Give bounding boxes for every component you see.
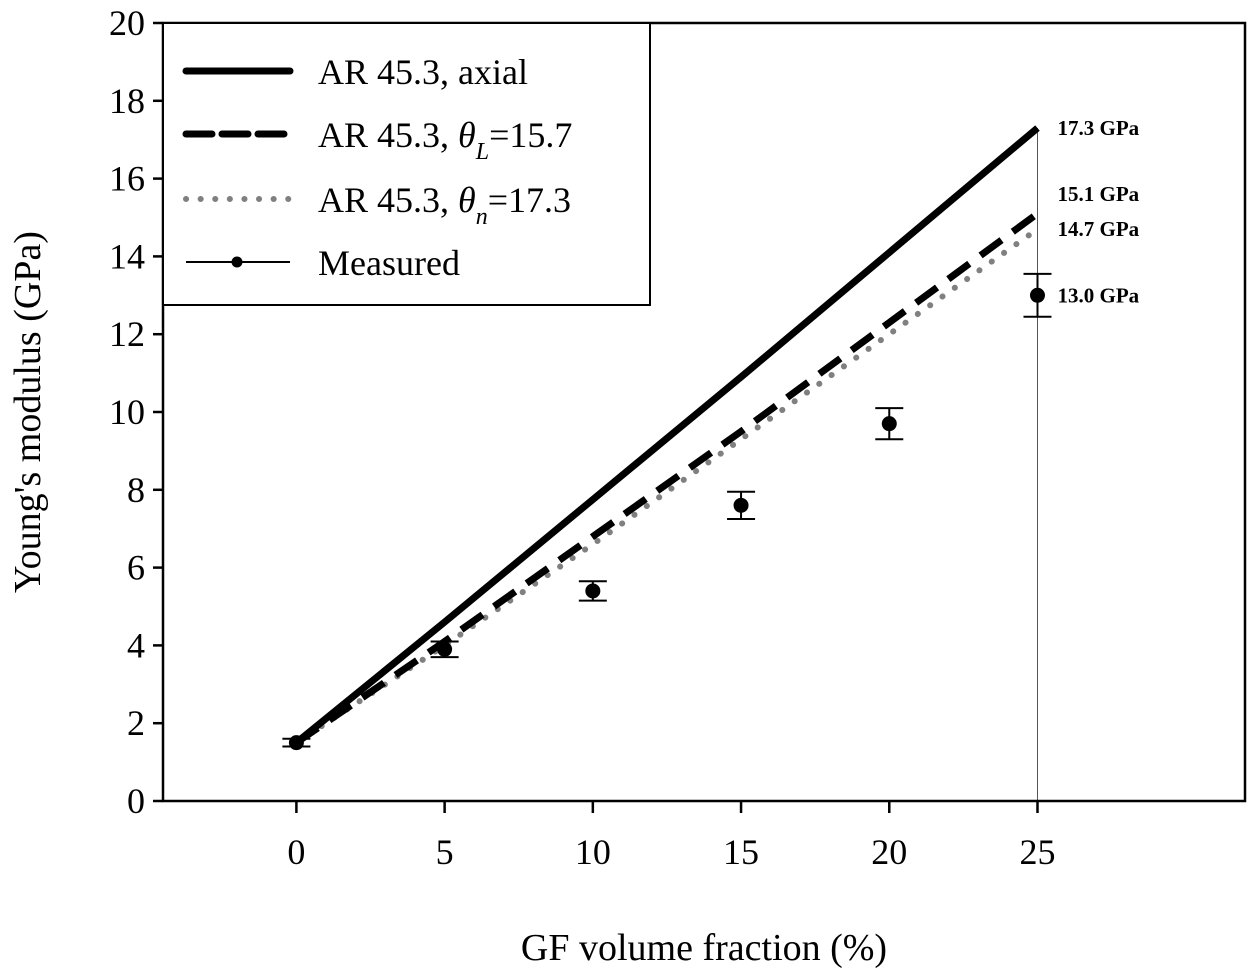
y-tick-label: 2 — [127, 703, 145, 743]
y-tick-label: 14 — [109, 236, 145, 276]
data-label: 15.1 GPa — [1057, 182, 1139, 206]
measured-point — [585, 583, 601, 599]
legend-label: AR 45.3, axial — [318, 52, 528, 92]
measured-point — [1029, 287, 1045, 303]
x-tick-label: 20 — [871, 832, 907, 872]
y-tick-label: 20 — [109, 3, 145, 43]
legend-text: Measured — [318, 243, 460, 283]
legend-label: AR 45.3, θn=17.3 — [318, 180, 571, 230]
legend-subscript: L — [475, 139, 489, 165]
x-tick-label: 25 — [1019, 832, 1055, 872]
legend-text: AR 45.3, — [318, 115, 458, 155]
y-tick-label: 10 — [109, 392, 145, 432]
legend-text: AR 45.3, — [318, 180, 458, 220]
legend-label: AR 45.3, θL=15.7 — [318, 115, 572, 165]
legend-marker — [231, 256, 243, 268]
measured-point — [437, 641, 453, 657]
x-tick-label: 15 — [723, 832, 759, 872]
measured-point — [881, 416, 897, 432]
y-axis-label: Young's modulus (GPa) — [7, 231, 49, 593]
y-tick-label: 6 — [127, 548, 145, 588]
x-axis-label: GF volume fraction (%) — [521, 927, 887, 969]
x-tick-label: 10 — [575, 832, 611, 872]
y-tick-label: 18 — [109, 81, 145, 121]
x-tick-label: 0 — [287, 832, 305, 872]
data-label: 17.3 GPa — [1057, 116, 1139, 140]
data-label: 14.7 GPa — [1057, 217, 1139, 241]
y-tick-label: 12 — [109, 314, 145, 354]
y-tick-label: 4 — [127, 625, 145, 665]
y-tick-label: 0 — [127, 781, 145, 821]
legend-symbol: θ — [458, 180, 476, 220]
series-line-solid — [294, 125, 1040, 746]
data-label: 13.0 GPa — [1057, 283, 1139, 307]
y-tick-label: 8 — [127, 470, 145, 510]
legend-text: AR 45.3, axial — [318, 52, 528, 92]
y-tick-label: 16 — [109, 159, 145, 199]
legend-subscript: n — [476, 204, 488, 230]
legend-symbol: θ — [458, 115, 476, 155]
legend-value: =17.3 — [488, 180, 571, 220]
x-tick-label: 5 — [436, 832, 454, 872]
legend-label: Measured — [318, 243, 460, 283]
legend-value: =15.7 — [489, 115, 572, 155]
measured-point — [733, 497, 749, 513]
measured-point — [288, 735, 304, 751]
series-line-dashed — [294, 210, 1040, 746]
